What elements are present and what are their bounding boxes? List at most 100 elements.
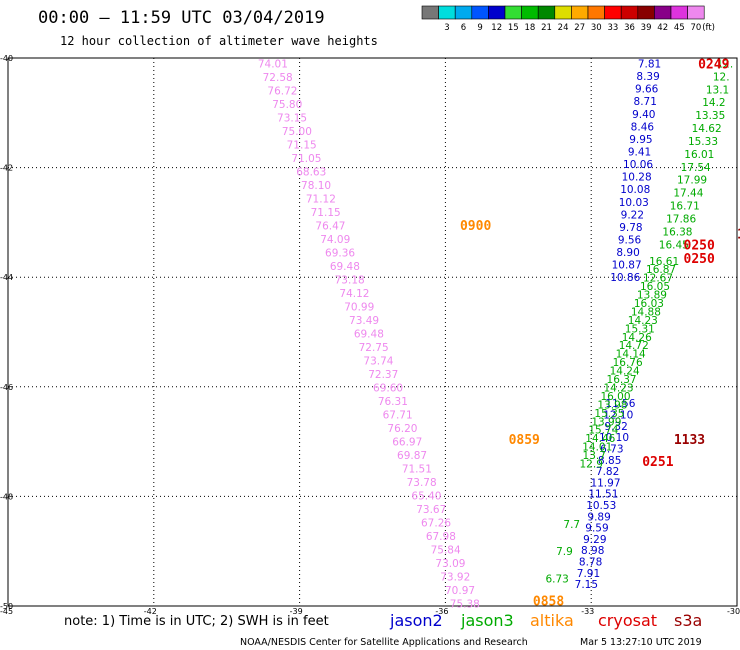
swh-value: 72.75 — [359, 342, 389, 354]
swh-value: 8.98 — [581, 545, 604, 557]
swh-value: 76.20 — [387, 423, 417, 435]
y-tick-label-4: -48 — [0, 492, 13, 501]
colorbar-label-9: 27 — [574, 23, 585, 33]
swh-value: 10.06 — [623, 159, 653, 171]
time-label-s3a: 1133 — [737, 227, 740, 242]
swh-value: 14.72 — [619, 340, 649, 352]
colorbar-swatch-6 — [521, 5, 539, 20]
colorbar-unit: (ft) — [702, 23, 715, 33]
colorbar-swatch-11 — [604, 5, 622, 20]
swh-value: 9.56 — [618, 234, 642, 246]
swh-value: 14.46 — [585, 433, 615, 445]
swh-value: 17.99 — [677, 175, 707, 187]
swh-value: 16.61 — [649, 256, 679, 268]
swh-value: 16.03 — [634, 298, 664, 310]
swh-value: 75.84 — [431, 544, 461, 556]
swh-value: 71.15 — [311, 207, 341, 219]
swh-value: 69.48 — [330, 261, 360, 273]
swh-value: 17.86 — [666, 213, 696, 225]
y-tick-label-1: -42 — [0, 164, 13, 173]
swh-value: 73.78 — [407, 477, 437, 489]
swh-value: 14.24 — [610, 366, 640, 378]
colorbar-label-2: 6 — [461, 23, 466, 33]
swh-value: 69.48 — [354, 328, 384, 340]
swh-value: 12.67 — [643, 273, 673, 285]
y-tick-label-0: -40 — [0, 54, 13, 63]
swh-value: 8.85 — [598, 455, 621, 467]
satellite-legend-jason3: jason3 — [460, 611, 514, 630]
swh-value: 11.51 — [588, 489, 618, 501]
track-jason3-4: 16.6116.8712.6716.0513.8916.0314.8814.23… — [580, 256, 680, 471]
swh-value: 15.31 — [625, 323, 655, 335]
y-tick-label-5: -50 — [0, 602, 13, 611]
y-axis-ticks: -40 -42 -44 -46 -48 -50 — [0, 54, 13, 611]
swh-value: 73.92 — [440, 571, 470, 583]
colorbar-swatch-10 — [587, 5, 605, 20]
swh-value: 10.28 — [622, 172, 652, 184]
swh-value: 16.45 — [659, 239, 689, 251]
chart-subtitle: 12 hour collection of altimeter wave hei… — [60, 34, 378, 48]
swh-value: 71.12 — [306, 193, 336, 205]
colorbar-swatch-1 — [438, 5, 456, 20]
swh-value: 11.97 — [590, 477, 620, 489]
swh-value: 10.10 — [599, 432, 629, 444]
satellite-tracks: 74.0172.5876.7275.8073.1575.0071.1571.05… — [258, 58, 733, 610]
swh-value: 73.49 — [349, 315, 379, 327]
swh-value: 8.90 — [616, 247, 639, 259]
track-jason2-1: 7.818.399.668.719.408.469.959.4110.0610.… — [610, 58, 661, 284]
swh-value: 9.95 — [629, 134, 652, 146]
colorbar-swatch-14 — [654, 5, 672, 20]
colorbar-swatch-13 — [637, 5, 655, 20]
colorbar-label-5: 15 — [508, 23, 519, 33]
swh-value: 13.89 — [637, 290, 667, 302]
time-label-altika: 0859 — [509, 433, 540, 448]
swh-value: 75.80 — [272, 99, 302, 111]
satellite-legend: jason2 jason3 altika cryosat s3a — [389, 611, 702, 630]
swh-value: 73.74 — [363, 355, 393, 367]
swh-value: 78.10 — [301, 180, 331, 192]
y-tick-label-2: -44 — [0, 273, 13, 282]
swh-value: 13.1 — [706, 84, 729, 96]
colorbar-swatch-8 — [554, 5, 572, 20]
track-jason3-3: 12.12.13.114.213.3514.6215.3316.0117.541… — [659, 58, 733, 251]
swh-value: 14.23 — [628, 315, 658, 327]
swh-value: 69.87 — [397, 450, 427, 462]
swh-value: 67.71 — [383, 409, 413, 421]
footer-note: note: 1) Time is in UTC; 2) SWH is in fe… — [64, 614, 329, 629]
swh-value: 15.74 — [588, 425, 618, 437]
colorbar-label-14: 42 — [657, 23, 668, 33]
swh-value: 12. — [713, 71, 730, 83]
swh-value: 9.66 — [635, 84, 659, 96]
swh-value: 69.36 — [325, 247, 355, 259]
swh-value: 8.71 — [634, 96, 657, 108]
track-jason3-5: 7.7 7.9 6.73 — [545, 519, 580, 586]
colorbar-label-8: 24 — [558, 23, 569, 33]
swh-value: 72.37 — [368, 369, 398, 381]
colorbar-label-6: 18 — [524, 23, 535, 33]
grid-lines — [8, 58, 737, 606]
swh-value: 75.38 — [450, 598, 480, 610]
swh-value: 9.40 — [632, 109, 655, 121]
swh-value: 17.44 — [673, 188, 703, 200]
swh-value: 7.15 — [575, 579, 598, 591]
colorbar-label-4: 12 — [491, 23, 502, 33]
swh-value: 16.37 — [607, 374, 637, 386]
swh-value: 72.58 — [263, 72, 293, 84]
colorbar-swatch-0 — [421, 5, 439, 20]
swh-value: 14.23 — [604, 382, 634, 394]
swh-value: 67.98 — [426, 531, 456, 543]
swh-value: 73.67 — [416, 504, 446, 516]
swh-value: 9.32 — [604, 421, 627, 433]
time-labels: 090008590858024902500250025111331133 — [460, 57, 740, 609]
swh-value: 73.18 — [335, 274, 365, 286]
track-jason2-2: 11.5612.109.3210.106.738.857.8211.9711.5… — [575, 398, 636, 591]
swh-value: 14.88 — [631, 306, 661, 318]
colorbar-swatch-3 — [471, 5, 489, 20]
swh-value: 10.86 — [610, 272, 640, 284]
colorbar-swatch-16 — [687, 5, 705, 20]
swh-value: 14.26 — [622, 332, 652, 344]
swh-value: 7.81 — [638, 58, 661, 70]
swh-value: 16.76 — [613, 357, 643, 369]
swh-value: 16.71 — [670, 201, 700, 213]
swh-value: 14.62 — [692, 123, 722, 135]
